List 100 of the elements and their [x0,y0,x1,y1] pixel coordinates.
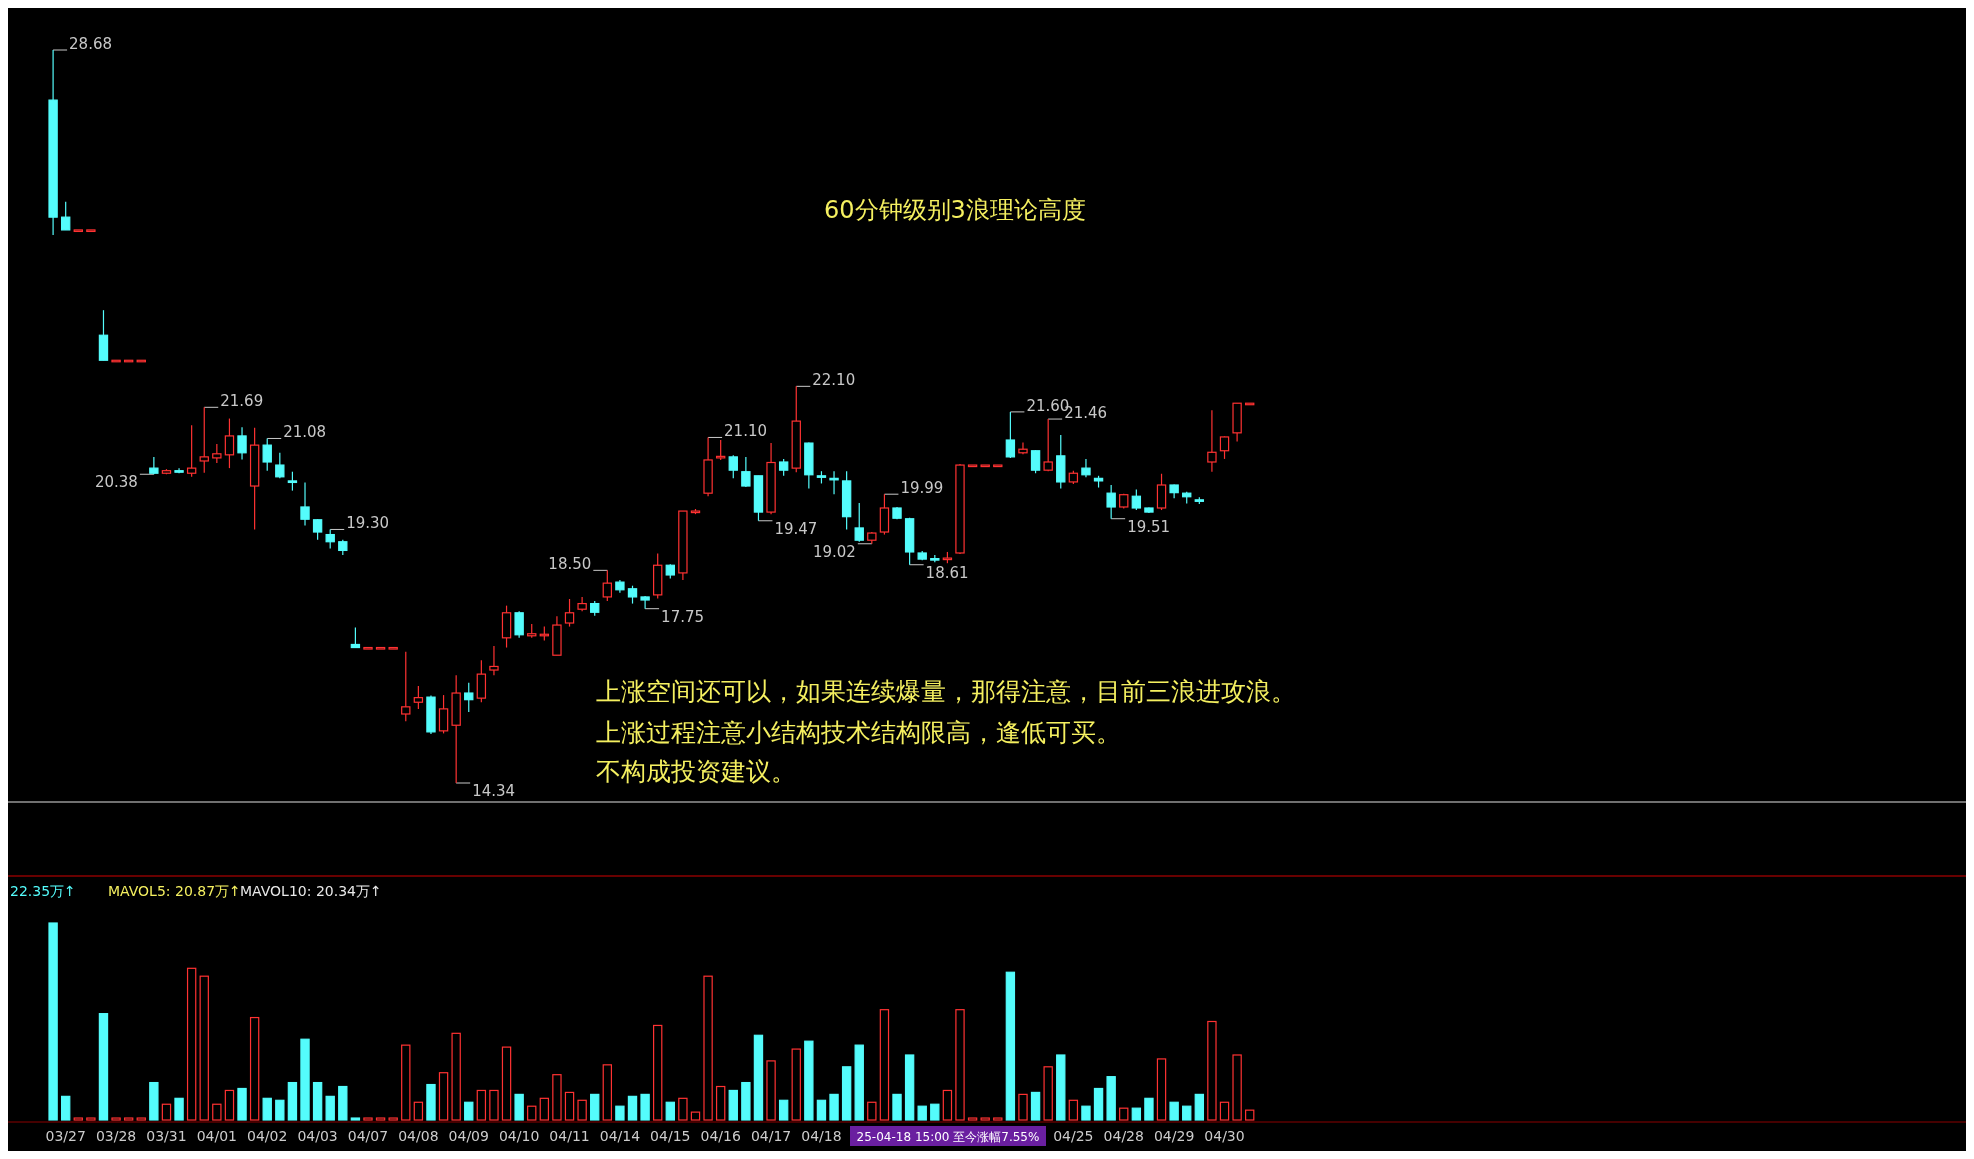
annotation: 18.50 [548,555,592,574]
annotation: 19.47 [774,519,818,538]
candlestick [1018,441,1028,455]
candlestick [413,685,424,710]
bar [1030,1091,1041,1121]
annotation: 不构成投资建议。 [596,757,796,786]
bar [728,1089,738,1121]
x-tick-label: 04/07 [347,1128,389,1144]
bar [577,1099,587,1121]
bar [48,922,58,1121]
candlestick [350,627,361,649]
annotation: 20.38 [94,473,138,492]
bar [539,1097,550,1121]
candlestick [237,426,247,461]
bar [753,1034,764,1121]
candlestick [325,528,335,549]
bar [678,1097,688,1121]
bar [1068,1099,1079,1121]
x-tick-label: 04/03 [297,1128,338,1144]
bar [98,1013,109,1121]
text: MAVOL10: 20.34万↑ [240,883,382,899]
x-tick-label: 04/29 [1153,1128,1195,1144]
candlestick [438,694,449,735]
bar [665,1101,675,1121]
candlestick [1081,458,1091,478]
bar [237,1087,247,1121]
x-tick-label: 03/27 [45,1128,86,1144]
candlestick [829,470,839,495]
bar [186,967,197,1121]
x-tick-label: 03/28 [95,1128,137,1144]
bar [841,1066,852,1121]
bar [224,1089,235,1121]
bar [1207,1020,1217,1121]
candlestick [199,406,209,474]
bar [249,1016,260,1121]
bar [514,1093,524,1121]
annotation: 19.30 [346,514,390,533]
bar [1043,1066,1053,1121]
candlestick [312,518,323,541]
candlestick [224,417,235,469]
x-tick-label: 04/15 [650,1128,691,1144]
candlestick [640,595,650,610]
annotation: 19.99 [900,479,944,498]
annotation: 上涨空间还可以，如果连续爆量，那得注意，目前三浪进攻浪。 [596,677,1296,706]
candlestick [300,481,310,526]
x-tick-label: 04/17 [750,1128,792,1144]
text: 22.35万↑ [10,883,76,899]
x-tick-label: 04/16 [700,1128,741,1144]
annotation: 22.10 [812,371,856,390]
bar [867,1101,877,1121]
candlestick [1207,409,1217,473]
bar [653,1024,663,1121]
bar [262,1097,272,1121]
bar [715,1085,726,1121]
bar [854,1044,864,1121]
bar [325,1095,335,1121]
bar [438,1072,449,1121]
bar [1056,1054,1066,1121]
bar [1219,1101,1230,1121]
candlestick [262,437,272,472]
candlestick [1106,484,1116,520]
bar [1194,1093,1205,1121]
x-tick-label: 04/10 [498,1128,540,1144]
annotation: 19.02 [812,542,856,561]
candlestick [1219,435,1230,460]
bar [892,1093,902,1121]
bar [766,1060,776,1121]
annotation: 上涨过程注意小结构技术结构限高，逢低可买。 [596,718,1121,747]
candlestick [1156,473,1167,511]
candlestick [1131,489,1142,511]
bar [300,1038,310,1121]
bar [1144,1097,1154,1121]
bar [426,1083,436,1121]
bar [1106,1076,1116,1121]
bar [338,1085,348,1121]
bar [690,1111,701,1121]
bar [804,1040,814,1121]
bar [1245,1109,1255,1121]
bar [174,1097,184,1121]
candlestick [514,610,524,639]
bar [552,1074,562,1121]
candlestick [489,645,499,676]
bar [791,1048,801,1121]
bar [1119,1107,1129,1121]
candlestick [1030,449,1041,474]
bar [829,1093,839,1121]
candlestick [61,201,71,231]
candlestick [212,443,222,464]
candlestick [464,682,474,713]
bar [879,1009,890,1121]
bar [816,1099,827,1121]
candlestick [602,569,613,602]
bar [61,1095,71,1121]
bar [741,1081,751,1121]
candlestick [1005,411,1016,459]
bar [1018,1093,1028,1121]
annotation: 18.61 [925,563,969,582]
candlestick [186,424,197,478]
candlestick [275,452,285,479]
bar [401,1044,411,1121]
